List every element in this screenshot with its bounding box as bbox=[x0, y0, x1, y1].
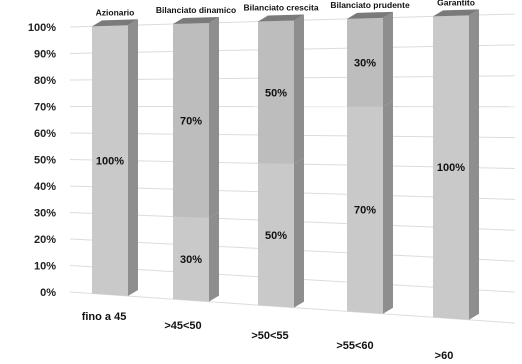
bar-segment bbox=[258, 20, 294, 165]
bar-top-cap bbox=[92, 19, 138, 27]
data-label: 70% bbox=[180, 115, 202, 127]
y-axis: 0% 10% 20% 30% 40% 50% 60% 70% 80% 90% 100% bbox=[28, 22, 56, 299]
bars: 100% Azionario 30% 70% Bilanciato dinamico 50… bbox=[92, 0, 479, 320]
bar-side-face bbox=[383, 100, 393, 314]
y-tick-label: 60% bbox=[34, 128, 56, 140]
x-tick-label: >50<55 bbox=[251, 330, 288, 342]
bar-top-cap bbox=[347, 11, 393, 19]
bar-title: Garantito bbox=[437, 0, 475, 7]
bar-title: Bilanciato prudente bbox=[330, 0, 410, 10]
bar-segment bbox=[173, 22, 209, 219]
bar-top-cap bbox=[173, 16, 219, 24]
y-tick-label: 0% bbox=[40, 287, 56, 299]
bar-title: Bilanciato dinamico bbox=[156, 5, 236, 15]
x-tick-label: >45<50 bbox=[164, 320, 201, 332]
y-tick-label: 30% bbox=[34, 208, 56, 220]
y-tick-label: 90% bbox=[34, 49, 56, 61]
bar-side-face bbox=[294, 14, 304, 165]
bar-segment bbox=[173, 216, 209, 302]
y-tick-label: 40% bbox=[34, 181, 56, 193]
bar-side-face bbox=[128, 19, 138, 297]
x-tick-label: >60 bbox=[435, 350, 454, 362]
data-label: 50% bbox=[265, 87, 287, 99]
y-tick-label: 80% bbox=[34, 75, 56, 87]
y-tick-label: 100% bbox=[28, 22, 56, 34]
bar-segment bbox=[258, 163, 294, 308]
y-tick-label: 20% bbox=[34, 234, 56, 246]
x-tick-label: fino a 45 bbox=[82, 311, 127, 323]
bar-side-face bbox=[209, 212, 219, 302]
data-label: 70% bbox=[354, 205, 376, 217]
bar-top-cap bbox=[258, 14, 304, 22]
gridline bbox=[69, 291, 516, 324]
bar-segment bbox=[433, 15, 469, 320]
bar-segment bbox=[347, 106, 383, 314]
y-tick-label: 70% bbox=[34, 102, 56, 114]
bar-top-cap bbox=[433, 9, 479, 17]
bar-side-face bbox=[469, 9, 479, 320]
bar-side-face bbox=[383, 11, 393, 107]
bar-side-face bbox=[294, 158, 304, 308]
bar-title: Bilanciato crescita bbox=[243, 3, 318, 13]
bar-side-face bbox=[209, 16, 219, 219]
bar-segment bbox=[92, 25, 128, 297]
data-label: 100% bbox=[96, 155, 124, 167]
x-tick-label: >55<60 bbox=[336, 340, 373, 352]
x-axis: fino a 45 >45<50 >50<55 >55<60 >60 bbox=[82, 311, 454, 362]
data-label: 50% bbox=[265, 230, 287, 242]
bar-segment bbox=[347, 17, 383, 107]
y-tick-label: 10% bbox=[34, 261, 56, 273]
data-label: 30% bbox=[354, 58, 376, 70]
y-tick-label: 50% bbox=[34, 155, 56, 167]
data-label: 100% bbox=[437, 162, 465, 174]
data-label: 30% bbox=[180, 254, 202, 266]
bar-title: Azionario bbox=[96, 7, 135, 17]
